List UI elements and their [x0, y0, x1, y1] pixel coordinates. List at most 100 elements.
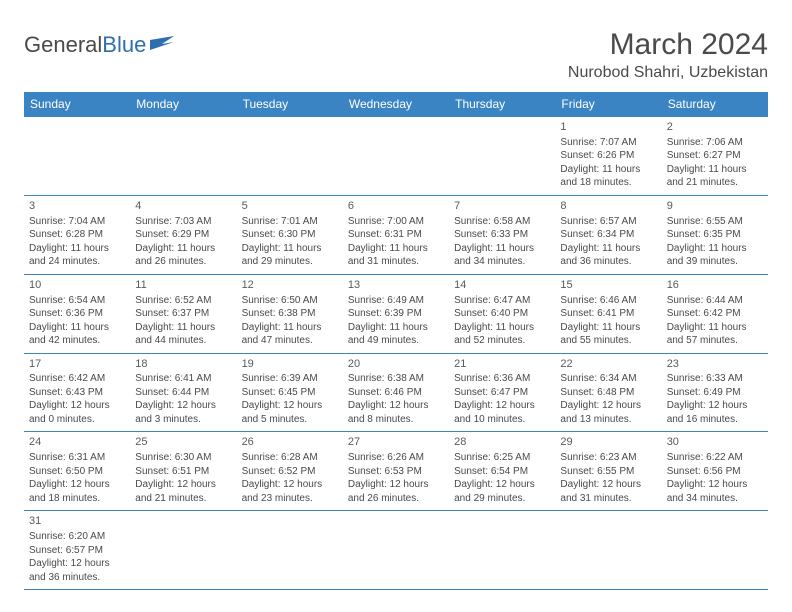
sunset-text: Sunset: 6:52 PM: [242, 465, 338, 479]
daylight-text: Daylight: 12 hours: [667, 399, 763, 413]
sunrise-text: Sunrise: 6:49 AM: [348, 294, 444, 308]
weekday-header: Tuesday: [237, 92, 343, 117]
day-number: 28: [454, 435, 550, 450]
calendar-cell: 28Sunrise: 6:25 AMSunset: 6:54 PMDayligh…: [449, 432, 555, 511]
calendar-cell: 30Sunrise: 6:22 AMSunset: 6:56 PMDayligh…: [662, 432, 768, 511]
daylight-text: and 26 minutes.: [135, 255, 231, 269]
daylight-text: Daylight: 11 hours: [560, 163, 656, 177]
calendar-row: 1Sunrise: 7:07 AMSunset: 6:26 PMDaylight…: [24, 117, 768, 196]
sunrise-text: Sunrise: 6:44 AM: [667, 294, 763, 308]
calendar-cell: 24Sunrise: 6:31 AMSunset: 6:50 PMDayligh…: [24, 432, 130, 511]
calendar-cell: 8Sunrise: 6:57 AMSunset: 6:34 PMDaylight…: [555, 195, 661, 274]
sunrise-text: Sunrise: 7:07 AM: [560, 136, 656, 150]
calendar-cell: 12Sunrise: 6:50 AMSunset: 6:38 PMDayligh…: [237, 274, 343, 353]
daylight-text: Daylight: 12 hours: [454, 399, 550, 413]
daylight-text: Daylight: 11 hours: [135, 242, 231, 256]
sunrise-text: Sunrise: 6:28 AM: [242, 451, 338, 465]
sunset-text: Sunset: 6:44 PM: [135, 386, 231, 400]
flag-icon: [150, 32, 176, 58]
calendar-cell: 13Sunrise: 6:49 AMSunset: 6:39 PMDayligh…: [343, 274, 449, 353]
daylight-text: and 23 minutes.: [242, 492, 338, 506]
sunset-text: Sunset: 6:26 PM: [560, 149, 656, 163]
daylight-text: Daylight: 12 hours: [560, 399, 656, 413]
calendar-cell: 1Sunrise: 7:07 AMSunset: 6:26 PMDaylight…: [555, 117, 661, 196]
sunrise-text: Sunrise: 6:38 AM: [348, 372, 444, 386]
day-number: 12: [242, 278, 338, 293]
day-number: 19: [242, 357, 338, 372]
sunset-text: Sunset: 6:39 PM: [348, 307, 444, 321]
daylight-text: and 24 minutes.: [29, 255, 125, 269]
sunrise-text: Sunrise: 6:31 AM: [29, 451, 125, 465]
day-number: 10: [29, 278, 125, 293]
sunset-text: Sunset: 6:50 PM: [29, 465, 125, 479]
sunrise-text: Sunrise: 6:34 AM: [560, 372, 656, 386]
day-number: 31: [29, 514, 125, 529]
weekday-header: Wednesday: [343, 92, 449, 117]
daylight-text: Daylight: 11 hours: [667, 321, 763, 335]
daylight-text: and 57 minutes.: [667, 334, 763, 348]
calendar-cell: [237, 117, 343, 196]
calendar-cell: 29Sunrise: 6:23 AMSunset: 6:55 PMDayligh…: [555, 432, 661, 511]
daylight-text: Daylight: 11 hours: [560, 321, 656, 335]
sunset-text: Sunset: 6:34 PM: [560, 228, 656, 242]
sunrise-text: Sunrise: 6:25 AM: [454, 451, 550, 465]
daylight-text: Daylight: 12 hours: [135, 399, 231, 413]
daylight-text: and 42 minutes.: [29, 334, 125, 348]
daylight-text: Daylight: 11 hours: [454, 242, 550, 256]
sunset-text: Sunset: 6:56 PM: [667, 465, 763, 479]
calendar-row: 10Sunrise: 6:54 AMSunset: 6:36 PMDayligh…: [24, 274, 768, 353]
daylight-text: and 16 minutes.: [667, 413, 763, 427]
day-number: 16: [667, 278, 763, 293]
sunset-text: Sunset: 6:45 PM: [242, 386, 338, 400]
daylight-text: Daylight: 12 hours: [29, 557, 125, 571]
calendar-cell: 14Sunrise: 6:47 AMSunset: 6:40 PMDayligh…: [449, 274, 555, 353]
sunrise-text: Sunrise: 6:58 AM: [454, 215, 550, 229]
logo: GeneralBlue: [24, 28, 176, 58]
daylight-text: Daylight: 11 hours: [667, 242, 763, 256]
sunset-text: Sunset: 6:41 PM: [560, 307, 656, 321]
daylight-text: Daylight: 12 hours: [242, 399, 338, 413]
sunset-text: Sunset: 6:49 PM: [667, 386, 763, 400]
daylight-text: Daylight: 12 hours: [667, 478, 763, 492]
day-number: 3: [29, 199, 125, 214]
sunset-text: Sunset: 6:36 PM: [29, 307, 125, 321]
calendar-cell: [24, 117, 130, 196]
sunrise-text: Sunrise: 6:39 AM: [242, 372, 338, 386]
calendar-cell: 19Sunrise: 6:39 AMSunset: 6:45 PMDayligh…: [237, 353, 343, 432]
daylight-text: and 13 minutes.: [560, 413, 656, 427]
sunset-text: Sunset: 6:38 PM: [242, 307, 338, 321]
sunset-text: Sunset: 6:54 PM: [454, 465, 550, 479]
calendar-cell: [130, 511, 236, 590]
sunrise-text: Sunrise: 6:36 AM: [454, 372, 550, 386]
daylight-text: and 26 minutes.: [348, 492, 444, 506]
calendar-cell: 20Sunrise: 6:38 AMSunset: 6:46 PMDayligh…: [343, 353, 449, 432]
daylight-text: and 3 minutes.: [135, 413, 231, 427]
sunset-text: Sunset: 6:31 PM: [348, 228, 444, 242]
day-number: 18: [135, 357, 231, 372]
sunset-text: Sunset: 6:55 PM: [560, 465, 656, 479]
sunrise-text: Sunrise: 7:01 AM: [242, 215, 338, 229]
calendar-cell: 22Sunrise: 6:34 AMSunset: 6:48 PMDayligh…: [555, 353, 661, 432]
calendar-body: 1Sunrise: 7:07 AMSunset: 6:26 PMDaylight…: [24, 117, 768, 590]
sunrise-text: Sunrise: 6:41 AM: [135, 372, 231, 386]
day-number: 14: [454, 278, 550, 293]
calendar-cell: 2Sunrise: 7:06 AMSunset: 6:27 PMDaylight…: [662, 117, 768, 196]
day-number: 7: [454, 199, 550, 214]
calendar-cell: 9Sunrise: 6:55 AMSunset: 6:35 PMDaylight…: [662, 195, 768, 274]
day-number: 6: [348, 199, 444, 214]
sunset-text: Sunset: 6:48 PM: [560, 386, 656, 400]
calendar-cell: 10Sunrise: 6:54 AMSunset: 6:36 PMDayligh…: [24, 274, 130, 353]
sunset-text: Sunset: 6:46 PM: [348, 386, 444, 400]
calendar-cell: 17Sunrise: 6:42 AMSunset: 6:43 PMDayligh…: [24, 353, 130, 432]
daylight-text: and 44 minutes.: [135, 334, 231, 348]
sunset-text: Sunset: 6:37 PM: [135, 307, 231, 321]
sunset-text: Sunset: 6:30 PM: [242, 228, 338, 242]
calendar-cell: [130, 117, 236, 196]
sunrise-text: Sunrise: 7:03 AM: [135, 215, 231, 229]
calendar-row: 3Sunrise: 7:04 AMSunset: 6:28 PMDaylight…: [24, 195, 768, 274]
daylight-text: and 52 minutes.: [454, 334, 550, 348]
calendar-cell: 16Sunrise: 6:44 AMSunset: 6:42 PMDayligh…: [662, 274, 768, 353]
daylight-text: and 0 minutes.: [29, 413, 125, 427]
daylight-text: and 8 minutes.: [348, 413, 444, 427]
weekday-header: Saturday: [662, 92, 768, 117]
